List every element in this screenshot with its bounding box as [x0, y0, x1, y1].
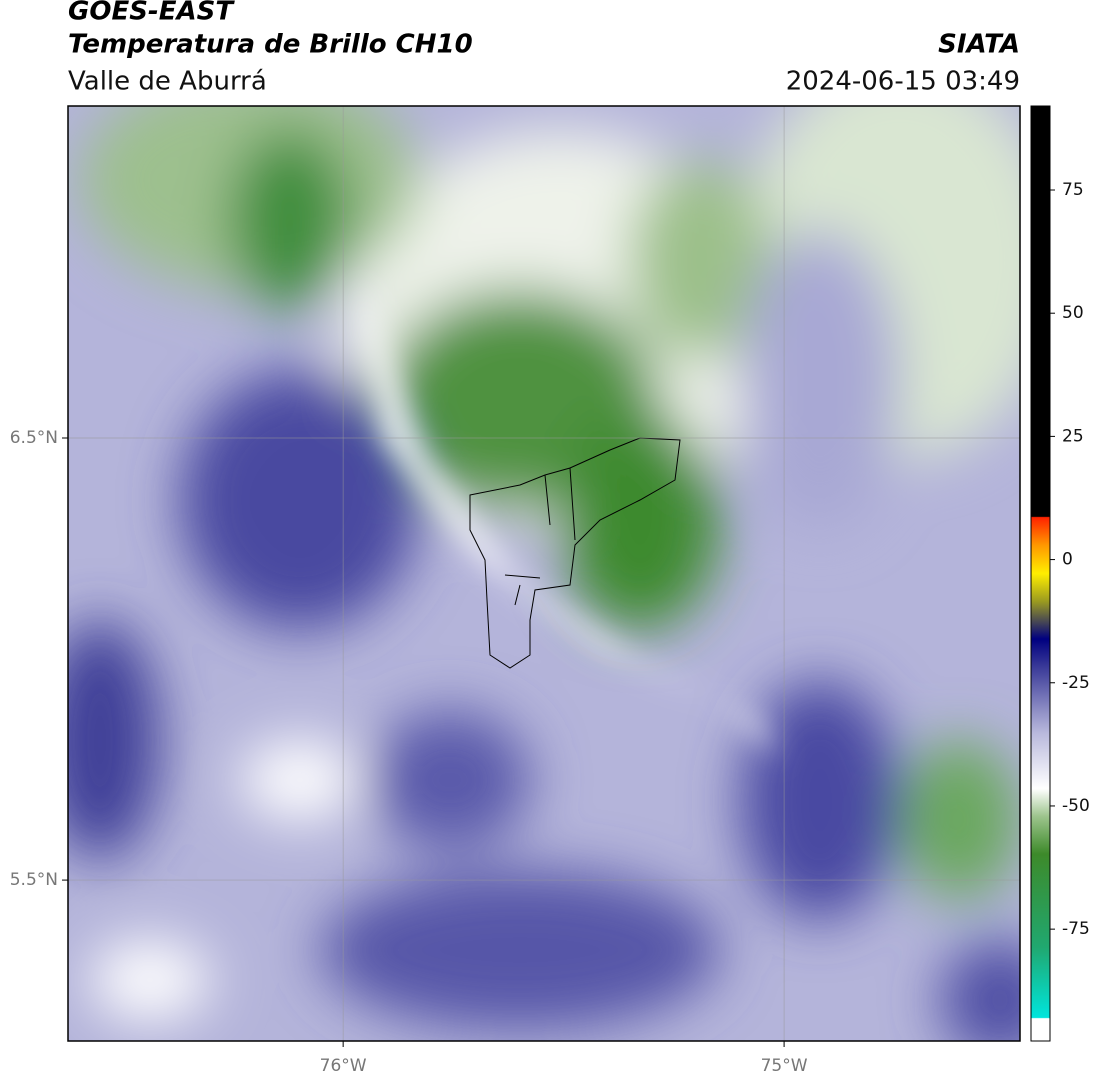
- source: SIATA: [938, 30, 1020, 60]
- colorbar-tick-label: -50: [1062, 796, 1090, 816]
- map-frame: [67, 105, 1021, 1042]
- title: GOES-EAST: [68, 0, 235, 27]
- colorbar-tick-label: 0: [1062, 550, 1073, 570]
- region: Valle de Aburrá: [68, 67, 267, 97]
- subtitle: Temperatura de Brillo CH10: [68, 30, 473, 60]
- colorbar-tick-label: 50: [1062, 303, 1084, 323]
- colorbar-tick-label: 25: [1062, 426, 1084, 446]
- lon-tick-label: 76°W: [320, 1056, 367, 1076]
- lat-tick-label: 6.5°N: [10, 428, 58, 448]
- datetime: 2024-06-15 03:49: [786, 67, 1020, 97]
- graticule: [62, 106, 1020, 1047]
- lon-tick-label: 75°W: [761, 1056, 808, 1076]
- colorbar-tick-label: 75: [1062, 180, 1084, 200]
- colorbar-tick-label: -75: [1062, 919, 1090, 939]
- colorbar-tick-label: -25: [1062, 673, 1090, 693]
- lat-tick-label: 5.5°N: [10, 870, 58, 890]
- colorbar: [1030, 105, 1051, 1042]
- municipal-boundaries: [469, 437, 681, 669]
- satellite-image: [68, 106, 1020, 1041]
